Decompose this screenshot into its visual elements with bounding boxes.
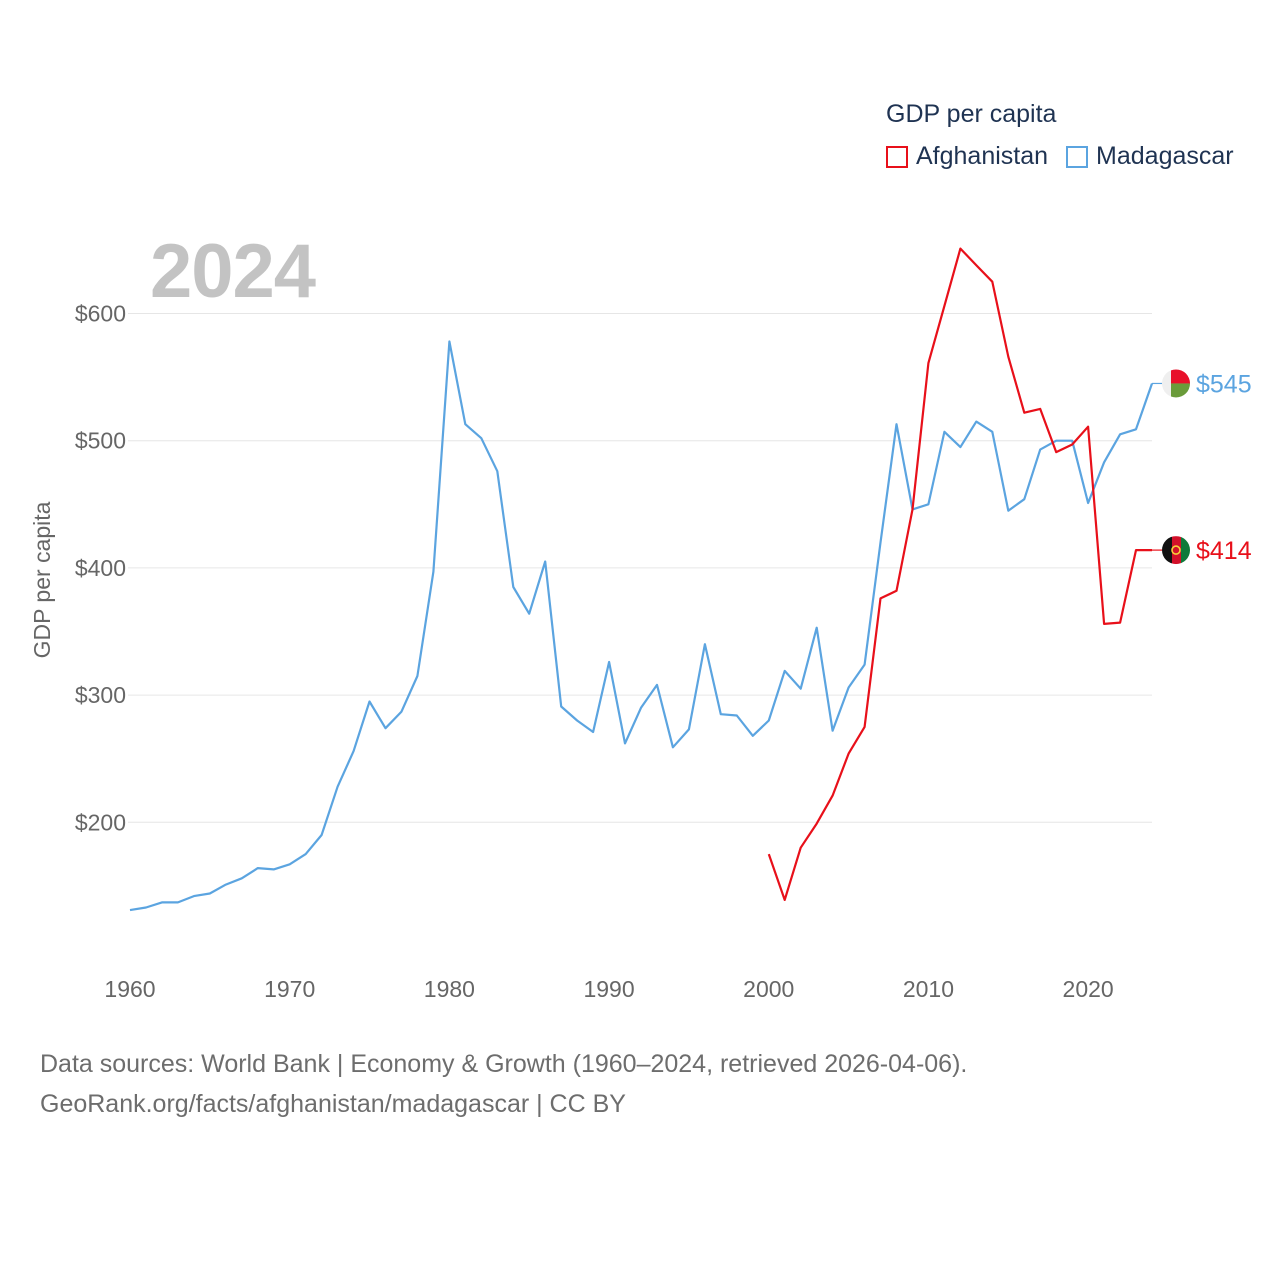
x-tick-label: 2010 <box>903 976 954 1002</box>
y-tick-label: $600 <box>75 301 126 327</box>
afghanistan-flag-icon <box>1162 536 1190 565</box>
y-tick-label: $400 <box>75 555 126 581</box>
x-tick-label: 1970 <box>264 976 315 1002</box>
legend: Afghanistan Madagascar <box>886 142 1252 171</box>
x-axis-ticks: 1960 1970 1980 1990 2000 2010 2020 <box>104 976 1113 1002</box>
x-tick-label: 2020 <box>1063 976 1114 1002</box>
series-lines <box>129 247 1154 912</box>
legend-label-afghanistan: Afghanistan <box>916 142 1049 170</box>
series-end-markers: $545 $414 <box>1152 369 1252 565</box>
end-value-label-afghanistan: $414 <box>1196 537 1252 565</box>
source-note: Data sources: World Bank | Economy & Gro… <box>40 1044 967 1124</box>
legend-item-madagascar[interactable]: Madagascar <box>1066 142 1234 171</box>
gridlines <box>128 313 1152 823</box>
source-line-1: Data sources: World Bank | Economy & Gro… <box>40 1050 968 1078</box>
y-axis-ticks: $200 $300 $400 $500 $600 <box>75 301 126 836</box>
y-tick-label: $200 <box>75 809 126 835</box>
source-line-2: GeoRank.org/facts/afghanistan/madagascar… <box>40 1090 626 1118</box>
legend-label-madagascar: Madagascar <box>1096 142 1234 170</box>
x-tick-label: 2000 <box>743 976 794 1002</box>
end-value-label-madagascar: $545 <box>1196 370 1252 398</box>
legend-swatch-madagascar <box>1066 145 1089 168</box>
y-tick-label: $300 <box>75 682 126 708</box>
x-tick-label: 1990 <box>583 976 634 1002</box>
series-line-afghanistan[interactable] <box>767 247 1152 902</box>
series-line-madagascar[interactable] <box>129 340 1154 912</box>
legend-swatch-afghanistan <box>886 145 908 168</box>
x-tick-label: 1960 <box>104 976 155 1002</box>
y-tick-label: $500 <box>75 428 126 454</box>
legend-item-afghanistan[interactable]: Afghanistan <box>886 142 1048 171</box>
y-axis-title: GDP per capita <box>29 501 55 658</box>
current-year-label: 2024 <box>150 229 316 314</box>
x-tick-label: 1980 <box>424 976 475 1002</box>
legend-title: GDP per capita <box>886 100 1057 128</box>
madagascar-flag-icon <box>1162 369 1190 398</box>
